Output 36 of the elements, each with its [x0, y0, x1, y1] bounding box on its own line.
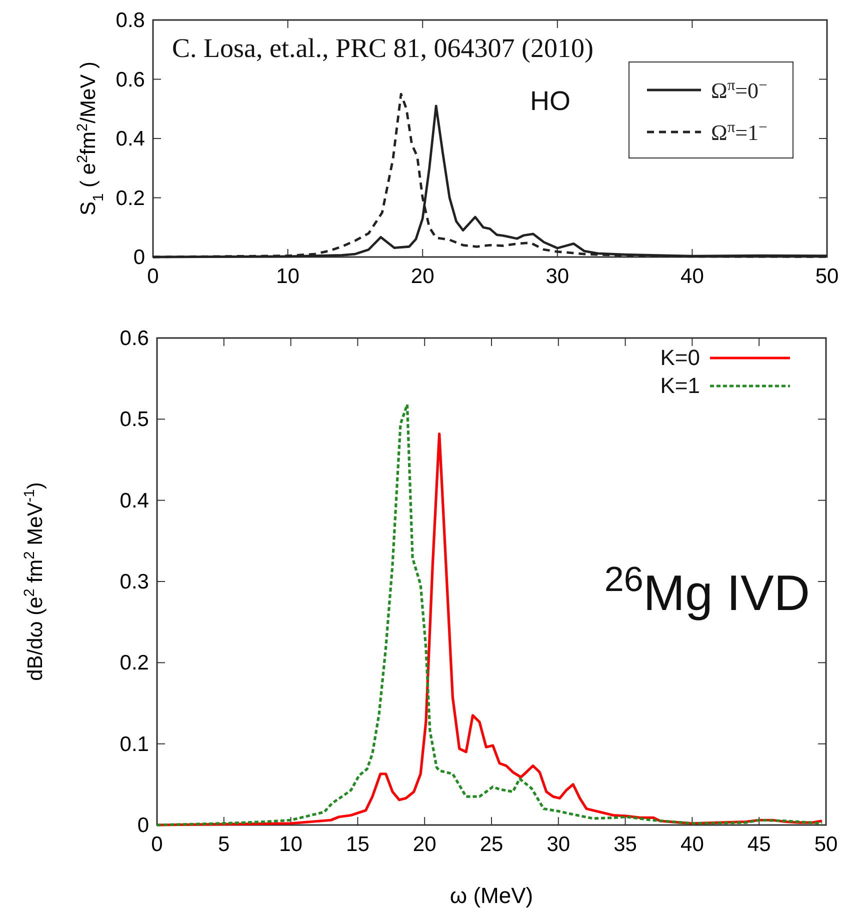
x-tick-label: 25 [480, 833, 504, 856]
x-tick-label: 30 [546, 265, 570, 288]
y-tick-label: 0.5 [120, 408, 149, 432]
x-tick-label: 35 [614, 833, 637, 856]
annotation: C. Losa, et.al., PRC 81, 064307 (2010) [172, 33, 594, 63]
x-tick-label: 45 [747, 833, 771, 856]
x-tick-label: 10 [279, 833, 302, 856]
x-tick-label: 0 [151, 833, 163, 856]
y-tick-label: 0.8 [116, 9, 145, 32]
x-tick-label: 20 [410, 265, 434, 288]
x-tick-label: 50 [815, 265, 839, 288]
x-tick-label: 5 [218, 833, 230, 856]
y-tick-label: 0.3 [120, 570, 149, 594]
y-tick-label: 0.1 [120, 732, 149, 756]
x-tick-label: 40 [680, 833, 704, 856]
x-tick-label: 30 [546, 833, 570, 856]
x-axis-title: ω (MeV) [450, 883, 534, 908]
y-tick-label: 0.6 [120, 327, 149, 350]
y-tick-label: 0.6 [116, 68, 145, 92]
x-tick-label: 40 [680, 265, 704, 288]
legend-label: K=1 [660, 373, 700, 398]
x-tick-label: 20 [412, 833, 436, 856]
legend-label: Ω$^{π}$=0$^{−}$ [711, 76, 768, 103]
y-tick-label: 0.2 [120, 652, 149, 675]
y-tick-label: 0.4 [116, 128, 146, 150]
y-tick-label: 0.2 [116, 186, 145, 210]
y-tick-label: 0.4 [120, 489, 150, 512]
y-tick-label: 0 [137, 814, 149, 837]
x-tick-label: 10 [276, 265, 300, 288]
annotation: $^{26}$Mg IVD [604, 560, 810, 621]
legend-label: K=0 [660, 345, 700, 370]
legend-label: Ω$^{π}$=1$^{−}$ [711, 118, 768, 145]
annotation: HO [530, 86, 570, 116]
x-tick-label: 50 [814, 833, 838, 856]
y-tick-label: 0 [133, 246, 145, 269]
x-tick-label: 15 [346, 833, 370, 856]
